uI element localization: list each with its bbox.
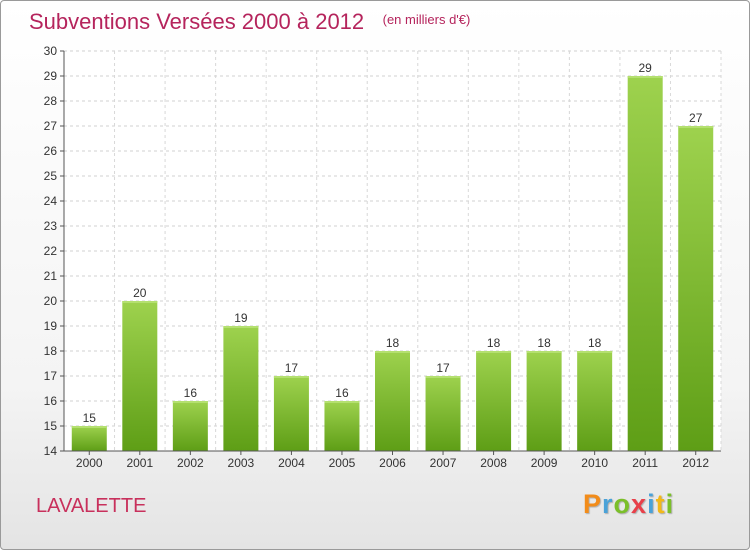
x-tick-label: 2007 bbox=[430, 456, 457, 470]
bar-highlight bbox=[526, 351, 562, 353]
y-tick-label: 19 bbox=[44, 319, 58, 333]
value-label: 17 bbox=[436, 361, 450, 375]
bar-2000 bbox=[71, 426, 107, 451]
value-label: 29 bbox=[639, 61, 653, 75]
commune-name: LAVALETTE bbox=[36, 495, 147, 517]
y-tick-label: 29 bbox=[44, 69, 58, 83]
bar-2006 bbox=[375, 351, 410, 451]
x-tick-label: 2004 bbox=[278, 456, 305, 470]
value-label: 17 bbox=[285, 361, 299, 375]
y-tick-label: 23 bbox=[44, 219, 58, 233]
y-tick-label: 14 bbox=[44, 444, 58, 458]
y-tick-label: 17 bbox=[44, 369, 58, 383]
logo-letter: o bbox=[613, 489, 632, 519]
x-tick-label: 2006 bbox=[379, 456, 406, 470]
bar-highlight bbox=[172, 401, 208, 403]
y-tick-label: 28 bbox=[44, 94, 58, 108]
value-label: 15 bbox=[83, 411, 97, 425]
y-tick-label: 26 bbox=[44, 144, 58, 158]
x-tick-label: 2011 bbox=[632, 456, 658, 470]
logo-letter: x bbox=[631, 489, 648, 519]
x-tick-label: 2001 bbox=[126, 456, 153, 470]
logo-letter: P bbox=[583, 489, 603, 519]
x-tick-label: 2002 bbox=[177, 456, 204, 470]
y-tick-label: 24 bbox=[44, 194, 58, 208]
proxiti-logo[interactable]: Proxiti bbox=[583, 489, 674, 520]
axis-layer: 14 15 16 17 18 19 20 21 22 23 24 25 26 27 28 29 30 2000 20… bbox=[44, 44, 721, 470]
bar-highlight bbox=[476, 351, 512, 353]
bar-2001 bbox=[122, 301, 158, 451]
bar-highlight bbox=[71, 426, 107, 428]
x-tick-label: 2012 bbox=[682, 456, 709, 470]
y-tick-label: 15 bbox=[44, 419, 58, 433]
y-tick-label: 16 bbox=[44, 394, 58, 408]
x-tick-label: 2000 bbox=[76, 456, 103, 470]
x-tick-label: 2009 bbox=[531, 456, 558, 470]
value-label: 27 bbox=[689, 111, 703, 125]
bar-highlight bbox=[273, 376, 309, 378]
title-row: Subventions Versées 2000 à 2012 (en mill… bbox=[29, 9, 470, 35]
bar-2009 bbox=[526, 351, 562, 451]
bar-2004 bbox=[273, 376, 309, 451]
bar-highlight bbox=[375, 351, 410, 353]
value-label: 18 bbox=[588, 336, 602, 350]
bar-layer: 15 20 16 19 17 16 18 17 18 18 18 29 27 bbox=[71, 61, 714, 451]
logo-letter: i bbox=[647, 489, 656, 519]
bar-2010 bbox=[577, 351, 613, 451]
chart-subtitle: (en milliers d'€) bbox=[382, 12, 471, 27]
y-tick-label: 22 bbox=[44, 244, 58, 258]
bar-2003 bbox=[223, 326, 259, 451]
bar-highlight bbox=[678, 126, 714, 128]
bar-highlight bbox=[223, 326, 259, 328]
x-tick-label: 2003 bbox=[228, 456, 255, 470]
y-tick-label: 20 bbox=[44, 294, 58, 308]
y-tick-label: 30 bbox=[44, 44, 58, 58]
logo-letter: i bbox=[665, 489, 675, 519]
y-tick-label: 18 bbox=[44, 344, 58, 358]
bar-highlight bbox=[627, 76, 663, 78]
bar-2008 bbox=[476, 351, 512, 451]
bar-highlight bbox=[577, 351, 613, 353]
logo-letter: t bbox=[655, 489, 666, 519]
value-label: 18 bbox=[386, 336, 400, 350]
y-tick-label: 21 bbox=[44, 269, 58, 283]
value-label: 16 bbox=[335, 386, 349, 400]
x-tick-label: 2008 bbox=[480, 456, 507, 470]
logo-letter: r bbox=[602, 489, 614, 519]
value-label: 18 bbox=[487, 336, 501, 350]
chart-title: Subventions Versées 2000 à 2012 bbox=[29, 9, 365, 34]
bar-2011 bbox=[627, 76, 663, 451]
bar-2007 bbox=[425, 376, 461, 451]
value-label: 16 bbox=[184, 386, 198, 400]
value-label: 19 bbox=[234, 311, 248, 325]
value-label: 18 bbox=[537, 336, 551, 350]
x-tick-label: 2010 bbox=[581, 456, 608, 470]
bar-highlight bbox=[122, 301, 158, 303]
bar-highlight bbox=[425, 376, 461, 378]
bar-highlight bbox=[324, 401, 360, 403]
value-label: 20 bbox=[133, 286, 147, 300]
y-tick-label: 25 bbox=[44, 169, 58, 183]
bar-2002 bbox=[172, 401, 208, 451]
y-tick-label: 27 bbox=[44, 119, 58, 133]
bar-2012 bbox=[678, 126, 714, 451]
x-tick-label: 2005 bbox=[329, 456, 356, 470]
bar-2005 bbox=[324, 401, 360, 451]
